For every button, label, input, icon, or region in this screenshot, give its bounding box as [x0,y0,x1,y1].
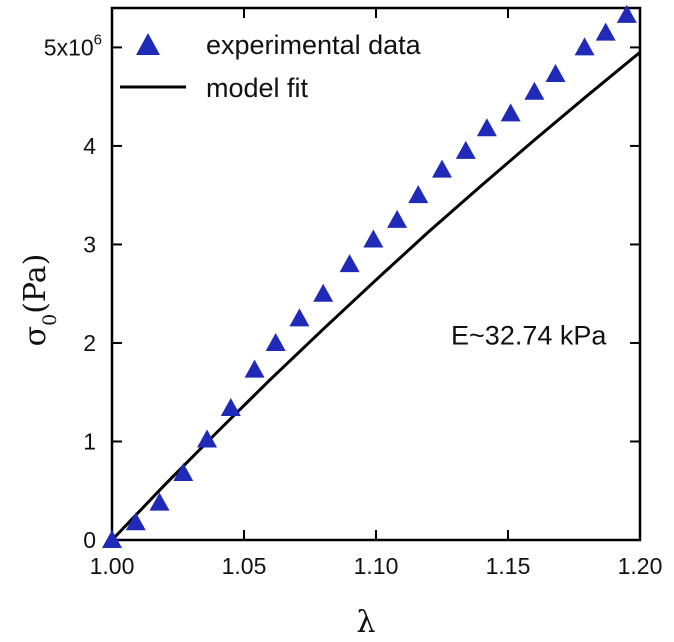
x-tick-label: 1.10 [354,553,399,579]
y-axis-title: σ0(Pa) [18,254,61,347]
data-point-triangle [595,22,616,41]
data-point-triangle [545,64,566,83]
y-tick-label: 5x106 [44,31,102,60]
legend: experimental data model fit [120,30,422,103]
legend-label-experimental: experimental data [206,30,422,60]
y-tick-label: 3 [83,231,96,257]
y-tick-label: 1 [83,428,96,454]
data-point-triangle [363,229,384,248]
y-tick-label: 0 [83,527,96,553]
data-point-triangle [125,512,146,531]
data-point-triangle [173,463,194,482]
data-point-triangle [524,81,545,100]
data-point-triangle [455,140,476,159]
annotation-modulus: E~32.74 kPa [451,320,607,350]
y-tick-label: 2 [83,330,96,356]
data-point-triangle [408,185,429,204]
data-point-triangle [197,429,218,448]
data-point-triangle [220,397,241,416]
data-point-triangle [500,103,521,122]
x-tick-label: 1.20 [618,553,663,579]
x-tick-label: 1.00 [90,553,135,579]
x-tick-label: 1.05 [222,553,267,579]
data-point-triangle [616,4,637,23]
data-point-triangle [574,37,595,56]
data-point-triangle [387,209,408,228]
data-point-triangle [476,118,497,137]
x-axis-title: λ [356,605,375,640]
data-point-triangle [339,254,360,273]
model-fit-line [110,51,641,542]
data-point-triangle [313,283,334,302]
data-point-triangle [289,308,310,327]
data-point-triangle [244,359,265,378]
data-point-triangle [149,492,170,511]
data-point-triangle [265,332,286,351]
y-tick-label: 4 [83,133,96,159]
data-point-triangle [102,530,122,548]
legend-label-model-fit: model fit [206,73,309,103]
data-point-triangle [432,159,452,178]
x-tick-label: 1.15 [486,553,531,579]
legend-triangle-marker [136,33,160,55]
y-tick-exponent: 6 [94,31,102,48]
